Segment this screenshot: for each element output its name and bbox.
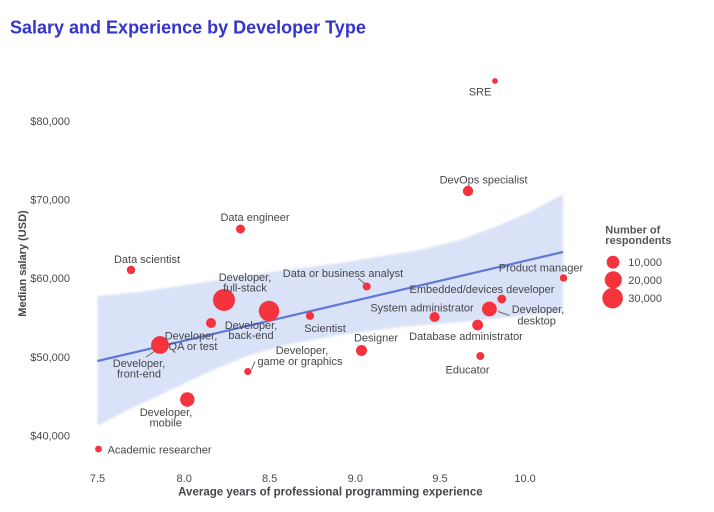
svg-text:30,000: 30,000 xyxy=(628,293,662,305)
svg-text:Developer,: Developer, xyxy=(113,358,166,370)
svg-text:game or graphics: game or graphics xyxy=(258,356,343,368)
svg-text:Developer,: Developer, xyxy=(512,304,565,316)
svg-text:front-end: front-end xyxy=(117,369,161,381)
svg-text:Median salary (USD): Median salary (USD) xyxy=(17,210,29,317)
svg-text:Data or business analyst: Data or business analyst xyxy=(283,268,403,280)
svg-text:Developer,: Developer, xyxy=(276,345,329,357)
svg-text:Developer,: Developer, xyxy=(140,407,193,419)
svg-text:mobile: mobile xyxy=(149,418,181,430)
svg-text:respondents: respondents xyxy=(605,235,671,247)
svg-text:$70,000: $70,000 xyxy=(30,195,70,207)
svg-text:$60,000: $60,000 xyxy=(30,273,70,285)
svg-text:back-end: back-end xyxy=(228,330,273,342)
svg-text:Data engineer: Data engineer xyxy=(220,212,289,224)
svg-text:desktop: desktop xyxy=(517,316,556,328)
svg-text:Scientist: Scientist xyxy=(304,323,346,335)
svg-text:8.0: 8.0 xyxy=(177,473,192,485)
svg-text:20,000: 20,000 xyxy=(628,275,662,287)
svg-text:Product manager: Product manager xyxy=(499,263,584,275)
svg-text:Developer,: Developer, xyxy=(219,272,272,284)
svg-text:8.5: 8.5 xyxy=(262,473,277,485)
svg-text:Designer: Designer xyxy=(354,333,398,345)
svg-text:9.5: 9.5 xyxy=(432,473,447,485)
svg-text:10.0: 10.0 xyxy=(514,473,535,485)
svg-text:Academic researcher: Academic researcher xyxy=(108,445,212,457)
svg-text:Database administrator: Database administrator xyxy=(409,331,523,343)
svg-text:System administrator: System administrator xyxy=(370,303,474,315)
svg-text:Data scientist: Data scientist xyxy=(114,254,180,266)
svg-text:DevOps specialist: DevOps specialist xyxy=(440,175,528,187)
svg-text:Embedded/devices developer: Embedded/devices developer xyxy=(410,284,555,296)
svg-text:$40,000: $40,000 xyxy=(30,430,70,442)
svg-text:full-stack: full-stack xyxy=(223,283,267,295)
svg-text:9.0: 9.0 xyxy=(348,473,363,485)
svg-text:Salary and Experience by Devel: Salary and Experience by Developer Type xyxy=(10,18,366,38)
svg-text:Developer,: Developer, xyxy=(165,331,218,343)
svg-text:SRE: SRE xyxy=(469,87,492,99)
svg-text:7.5: 7.5 xyxy=(90,473,105,485)
svg-text:Average years of professional: Average years of professional programmin… xyxy=(178,487,482,499)
svg-text:$50,000: $50,000 xyxy=(30,352,70,364)
svg-text:QA or test: QA or test xyxy=(169,341,218,353)
svg-text:Educator: Educator xyxy=(445,365,489,377)
svg-text:10,000: 10,000 xyxy=(628,257,662,269)
svg-text:Number of: Number of xyxy=(605,225,660,237)
svg-text:$80,000: $80,000 xyxy=(30,116,70,128)
svg-text:Developer,: Developer, xyxy=(225,320,278,332)
